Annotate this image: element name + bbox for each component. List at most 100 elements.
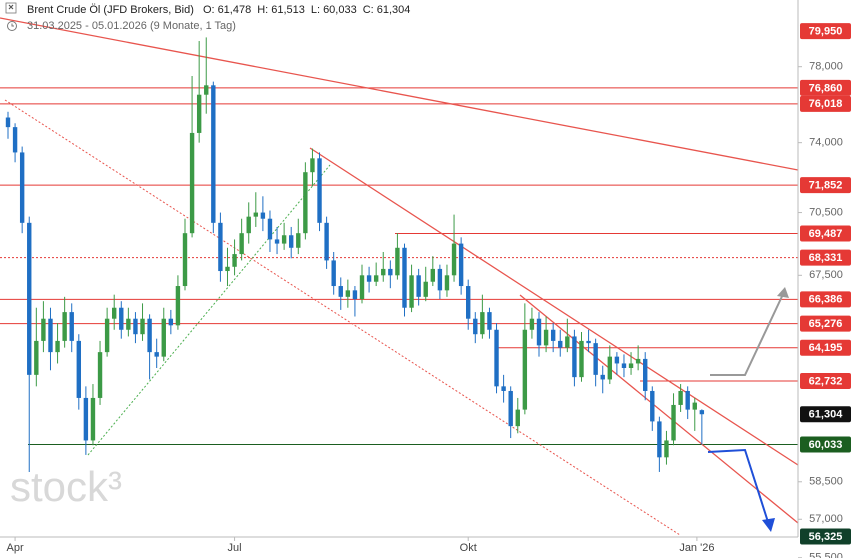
candle-body — [48, 318, 53, 353]
y-tick-label: 74,000 — [809, 137, 843, 149]
candle-body — [480, 312, 485, 335]
channel-line — [309, 147, 799, 466]
y-tick-label: 55,500 — [809, 552, 843, 558]
ohlc-value: 60,033 — [323, 4, 357, 16]
candle-body — [310, 158, 315, 173]
ohlc-key: C: — [363, 4, 374, 16]
candle-body — [586, 340, 591, 344]
level-label: 60,033 — [809, 439, 843, 451]
candle-body — [558, 340, 563, 348]
candle-body — [423, 281, 428, 297]
candle-body — [133, 318, 138, 335]
level-box — [800, 225, 851, 242]
y-tick-label: 57,000 — [809, 513, 843, 525]
candle-body — [444, 275, 450, 291]
header: Brent Crude Öl (JFD Brokers, Bid) O: 61,4… — [27, 4, 410, 16]
candle-body — [529, 318, 535, 330]
candle-body — [593, 343, 598, 375]
ohlc-key: O: — [203, 4, 215, 16]
level-box — [800, 95, 851, 112]
candle-body — [62, 312, 67, 341]
candle-body — [317, 158, 322, 223]
candle-body — [175, 286, 181, 326]
candle-body — [501, 386, 506, 391]
candle-body — [381, 268, 386, 276]
ohlc-value: 61,304 — [377, 4, 411, 16]
candle-body — [515, 409, 520, 427]
axis: 78,000 74,000 70,500 67,500 58,500 57,000 55,5… — [7, 23, 851, 558]
level-label: 68,331 — [809, 252, 843, 264]
level-box — [800, 528, 851, 545]
candle-body — [182, 233, 188, 287]
arrow-head — [777, 287, 789, 298]
candle-body — [650, 390, 655, 422]
candle-body — [685, 390, 690, 410]
candle-body — [664, 440, 669, 458]
candle-body — [565, 336, 570, 348]
candle-body — [119, 307, 124, 330]
candle-body — [218, 222, 223, 272]
level-box — [800, 177, 851, 194]
level-label: 71,852 — [809, 180, 843, 192]
x-tick-label: Apr — [7, 542, 24, 554]
level-box — [800, 406, 851, 423]
candle-body — [253, 212, 259, 217]
ohlc-key: L: — [311, 4, 320, 16]
level-box — [800, 291, 851, 308]
level-box — [800, 249, 851, 266]
expand-icon[interactable] — [5, 2, 17, 14]
candle-body — [324, 222, 329, 261]
candle-body — [699, 410, 705, 415]
candle-body — [303, 172, 308, 234]
candle-body — [232, 254, 237, 267]
candle-body — [267, 218, 273, 240]
candle-body — [543, 329, 549, 346]
candle-body — [211, 85, 216, 223]
level-label: 62,732 — [809, 375, 843, 387]
candle-body — [12, 127, 18, 153]
level-label: 61,304 — [809, 409, 844, 421]
level-label: 76,018 — [809, 98, 843, 110]
candle-body — [246, 216, 251, 234]
candle-body — [281, 235, 287, 244]
candle-body — [657, 421, 662, 458]
candle-body — [90, 397, 96, 441]
candle-body — [600, 374, 605, 380]
candle-body — [168, 318, 174, 326]
clock-hand — [11, 23, 14, 27]
level-label: 64,195 — [809, 342, 843, 354]
x-tick-label: Jul — [228, 542, 242, 554]
level-label: 56,325 — [809, 531, 843, 543]
candle-body — [621, 363, 627, 368]
y-tick-label: 58,500 — [809, 476, 843, 488]
candle-body — [204, 85, 209, 95]
candle-body — [338, 286, 343, 297]
candle-body — [579, 340, 584, 378]
level-box — [800, 79, 851, 96]
candle-body — [487, 312, 492, 330]
candle-body — [388, 268, 393, 276]
level-box — [800, 339, 851, 356]
candle-body — [473, 318, 478, 335]
candle-body — [225, 266, 230, 272]
candle-body — [55, 340, 60, 353]
y-tick-label: 78,000 — [809, 61, 843, 73]
level-label: 69,487 — [809, 228, 843, 240]
candle-body — [147, 318, 152, 353]
candle-body — [69, 312, 74, 341]
candle-body — [83, 397, 89, 441]
candle-body — [614, 356, 620, 364]
candle-body — [34, 340, 39, 375]
chart-title: Brent Crude Öl (JFD Brokers, Bid) — [27, 4, 194, 16]
candle-body — [522, 329, 528, 410]
scenario-arrow — [707, 448, 769, 523]
candle-body — [289, 235, 294, 248]
candle-body — [395, 247, 400, 276]
candle-body — [366, 275, 372, 282]
candle-body — [437, 268, 443, 291]
ohlc-value: 61,513 — [271, 4, 305, 16]
level-label: 79,950 — [809, 25, 843, 37]
candle-body — [76, 340, 82, 398]
